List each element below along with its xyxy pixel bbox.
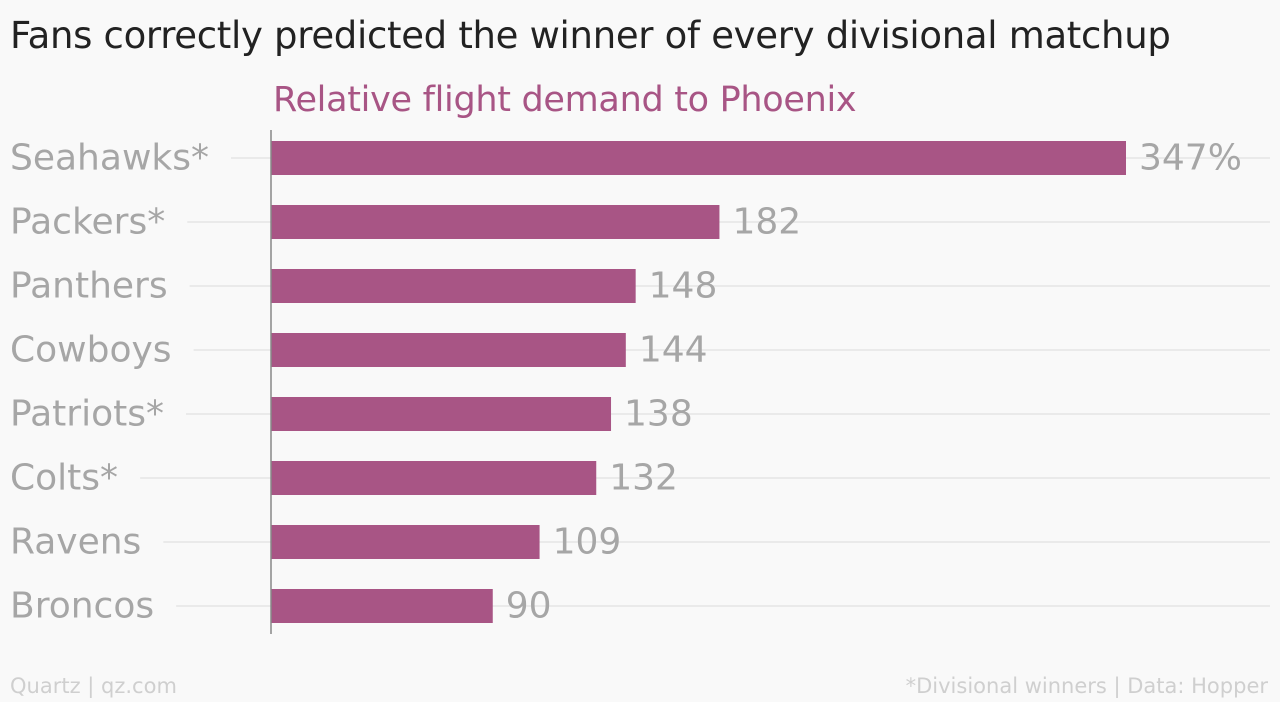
value-label: 109 [553, 522, 622, 563]
bar [271, 205, 720, 239]
footer-source-brand: Quartz | qz.com [10, 674, 177, 698]
category-label: Colts* [10, 458, 118, 499]
bar [271, 397, 612, 431]
category-label: Panthers [10, 266, 168, 307]
value-label: 182 [732, 202, 801, 243]
bar [271, 589, 493, 623]
bar [271, 525, 540, 559]
category-label: Patriots* [10, 394, 164, 435]
category-label: Ravens [10, 522, 141, 563]
bar [271, 269, 636, 303]
category-label: Cowboys [10, 330, 172, 371]
category-label: Seahawks* [10, 138, 209, 179]
value-label: 148 [649, 266, 718, 307]
chart-subtitle: Relative flight demand to Phoenix [273, 80, 857, 120]
bar [271, 141, 1126, 175]
category-label: Broncos [10, 586, 154, 627]
value-label: 132 [609, 458, 678, 499]
value-label: 138 [624, 394, 693, 435]
category-label: Packers* [10, 202, 165, 243]
value-label: 90 [506, 586, 552, 627]
value-label: 347% [1139, 138, 1242, 179]
value-label: 144 [639, 330, 708, 371]
bar [271, 461, 597, 495]
bar [271, 333, 626, 367]
chart-title: Fans correctly predicted the winner of e… [10, 14, 1171, 57]
footer-notes: *Divisional winners | Data: Hopper [905, 674, 1268, 698]
